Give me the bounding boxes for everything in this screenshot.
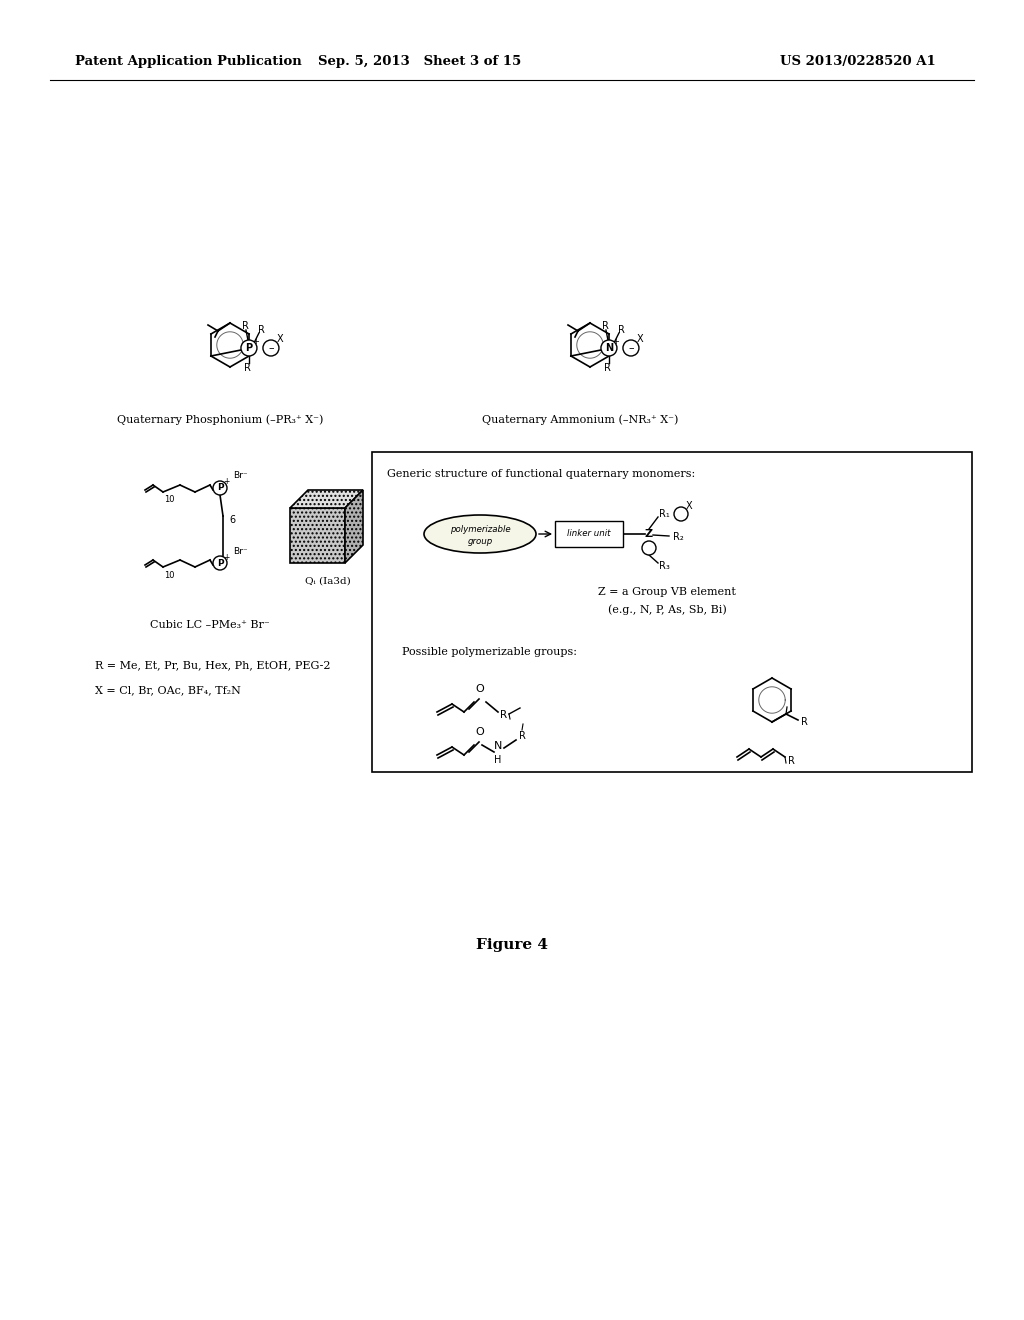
- Text: P: P: [217, 483, 223, 492]
- Text: US 2013/0228520 A1: US 2013/0228520 A1: [780, 55, 936, 69]
- Text: R = Me, Et, Pr, Bu, Hex, Ph, EtOH, PEG-2: R = Me, Et, Pr, Bu, Hex, Ph, EtOH, PEG-2: [95, 660, 331, 671]
- Text: Quaternary Phosphonium (–PR₃⁺ X⁻): Quaternary Phosphonium (–PR₃⁺ X⁻): [117, 414, 324, 425]
- FancyBboxPatch shape: [555, 521, 623, 546]
- Text: R₁: R₁: [659, 510, 670, 519]
- Text: R: R: [801, 717, 808, 727]
- Polygon shape: [290, 508, 345, 564]
- Circle shape: [241, 341, 257, 356]
- Ellipse shape: [424, 515, 536, 553]
- Text: R: R: [603, 363, 610, 374]
- Text: X: X: [637, 334, 643, 345]
- Circle shape: [642, 541, 656, 554]
- Text: Cubic LC –PMe₃⁺ Br⁻: Cubic LC –PMe₃⁺ Br⁻: [151, 620, 270, 630]
- Text: +: +: [253, 337, 259, 346]
- Text: Figure 4: Figure 4: [476, 939, 548, 952]
- Text: P: P: [217, 558, 223, 568]
- FancyBboxPatch shape: [372, 451, 972, 772]
- Text: N: N: [605, 343, 613, 352]
- Text: R₂: R₂: [673, 532, 684, 543]
- Text: Generic structure of functional quaternary monomers:: Generic structure of functional quaterna…: [387, 469, 695, 479]
- Text: (e.g., N, P, As, Sb, Bi): (e.g., N, P, As, Sb, Bi): [607, 605, 726, 615]
- Text: polymerizable: polymerizable: [450, 524, 510, 533]
- Text: 10: 10: [164, 570, 174, 579]
- Text: –: –: [268, 343, 273, 352]
- Text: Z: Z: [645, 529, 653, 539]
- Text: Qᵢ (Ia3d): Qᵢ (Ia3d): [304, 577, 350, 586]
- Text: R: R: [242, 321, 249, 331]
- Circle shape: [601, 341, 616, 356]
- Text: Br⁻: Br⁻: [232, 546, 248, 556]
- Text: Br⁻: Br⁻: [232, 471, 248, 480]
- Text: N: N: [494, 741, 502, 751]
- Text: X = Cl, Br, OAc, BF₄, Tf₂N: X = Cl, Br, OAc, BF₄, Tf₂N: [95, 685, 241, 696]
- Polygon shape: [345, 490, 362, 564]
- Text: Patent Application Publication: Patent Application Publication: [75, 55, 302, 69]
- Circle shape: [263, 341, 279, 356]
- Text: –: –: [628, 343, 634, 352]
- Text: R: R: [617, 325, 625, 335]
- Text: O: O: [475, 684, 484, 694]
- Text: R: R: [787, 756, 795, 766]
- Text: R: R: [501, 710, 508, 719]
- Text: Z = a Group VB element: Z = a Group VB element: [598, 587, 736, 597]
- Text: Sep. 5, 2013   Sheet 3 of 15: Sep. 5, 2013 Sheet 3 of 15: [318, 55, 521, 69]
- Text: linker unit: linker unit: [567, 529, 610, 539]
- Text: –: –: [679, 510, 683, 519]
- Text: O: O: [475, 727, 484, 737]
- Circle shape: [623, 341, 639, 356]
- Circle shape: [213, 480, 227, 495]
- Text: R₃: R₃: [659, 561, 670, 572]
- Text: Quaternary Ammonium (–NR₃⁺ X⁻): Quaternary Ammonium (–NR₃⁺ X⁻): [482, 414, 678, 425]
- Text: Possible polymerizable groups:: Possible polymerizable groups:: [402, 647, 577, 657]
- Polygon shape: [290, 490, 362, 508]
- Text: +: +: [612, 337, 620, 346]
- Text: +: +: [223, 553, 229, 561]
- Text: 6: 6: [229, 515, 236, 525]
- Text: H: H: [495, 755, 502, 766]
- Circle shape: [213, 556, 227, 570]
- Text: R: R: [601, 321, 608, 331]
- Text: X: X: [686, 502, 692, 511]
- Text: R: R: [257, 325, 264, 335]
- Text: 10: 10: [164, 495, 174, 504]
- Circle shape: [674, 507, 688, 521]
- Text: P: P: [246, 343, 253, 352]
- Text: group: group: [467, 537, 493, 546]
- Text: X: X: [276, 334, 284, 345]
- Text: R: R: [244, 363, 251, 374]
- Text: +: +: [223, 478, 229, 487]
- Text: +: +: [645, 543, 653, 553]
- Text: R: R: [518, 731, 525, 741]
